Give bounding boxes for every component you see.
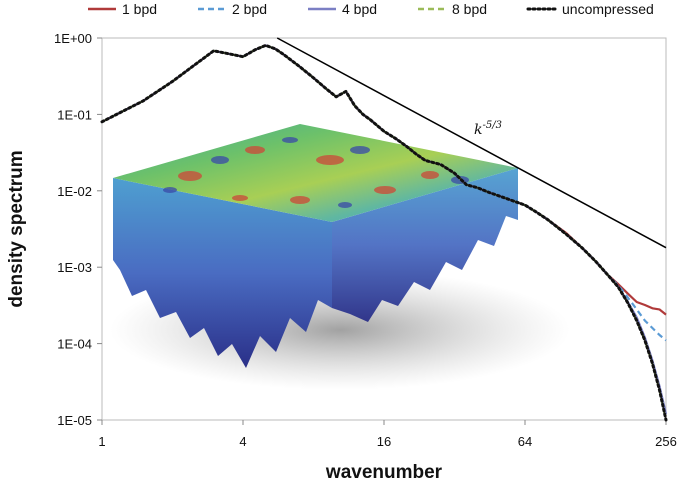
legend-label: 8 bpd	[452, 1, 487, 17]
legend-label: 2 bpd	[232, 1, 267, 17]
y-tick-label: 1E-03	[57, 260, 92, 275]
y-tick-label: 1E-02	[57, 184, 92, 199]
y-tick-label: 1E-04	[57, 337, 92, 352]
slope-line	[276, 37, 667, 249]
x-axis: 1 4 16 64 256	[98, 420, 677, 449]
x-tick-label: 1	[98, 434, 105, 449]
series-layer	[100, 43, 668, 422]
legend: 1 bpd 2 bpd 4 bpd 8 bpd uncompressed	[88, 1, 654, 17]
legend-label: 1 bpd	[122, 1, 157, 17]
legend-label: 4 bpd	[342, 1, 377, 17]
x-tick-label: 64	[518, 434, 532, 449]
x-tick-label: 256	[655, 434, 677, 449]
series-line-uncompressed	[100, 43, 668, 422]
y-axis: 1E+00 1E-01 1E-02 1E-03 1E-04 1E-05	[54, 31, 102, 428]
y-axis-title: density spectrum	[6, 150, 27, 307]
x-tick-label: 4	[239, 434, 246, 449]
turbulence-volume-render-icon	[110, 124, 570, 390]
slope-label-exponent: -5/3	[482, 120, 501, 131]
x-axis-title: wavenumber	[325, 462, 443, 483]
y-tick-label: 1E-01	[57, 107, 92, 122]
x-tick-label: 16	[377, 434, 391, 449]
y-tick-label: 1E+00	[54, 31, 92, 46]
y-tick-label: 1E-05	[57, 413, 92, 428]
legend-label: uncompressed	[562, 1, 654, 17]
